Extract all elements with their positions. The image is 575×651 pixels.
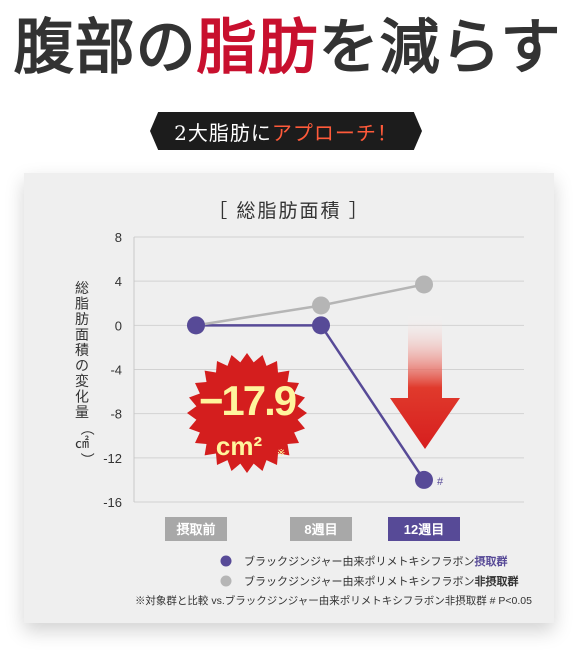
headline-part2: 脂肪 <box>196 13 319 83</box>
y-axis-label-char: 変 <box>75 373 89 389</box>
ribbon-part2: アプローチ！ <box>271 120 398 145</box>
chart-title: ［ 総脂肪面積 ］ <box>208 200 370 222</box>
badge-note-mark: ※ <box>277 448 285 459</box>
y-axis-label-char: 脂 <box>75 296 89 312</box>
y-axis-label-char: 積 <box>75 342 89 358</box>
x-category-box <box>388 517 460 541</box>
x-category-label: 8週目 <box>304 522 337 537</box>
intake-group-point <box>187 316 205 335</box>
y-axis-label-char: （ <box>79 422 95 436</box>
significance-mark: # <box>437 476 444 488</box>
y-axis-label-char: 化 <box>75 389 89 405</box>
headline: 腹部の脂肪を減らす <box>0 18 575 78</box>
approach-ribbon: 2大脂肪に アプローチ！ <box>150 112 422 150</box>
footnote: ※対象群と比較 vs.ブラックジンジャー由来ポリメトキシフラボン非摂取群 # P… <box>135 594 532 607</box>
reduction-badge <box>187 353 307 473</box>
y-tick-label: 0 <box>115 318 122 333</box>
x-category-box <box>165 517 227 541</box>
y-axis-label-char: 総 <box>75 280 89 296</box>
y-axis-label-char: ㎠ <box>75 435 89 451</box>
y-axis-label-char: 量 <box>75 404 89 420</box>
y-tick-label: 4 <box>115 274 122 289</box>
non-intake-group-point <box>415 275 433 294</box>
legend-marker-intake <box>220 555 232 567</box>
non-intake-group-point <box>312 296 330 315</box>
y-tick-label: 8 <box>115 230 122 245</box>
x-category-box <box>290 517 352 541</box>
intake-group-point <box>415 470 433 489</box>
badge-unit: cm² <box>216 431 263 461</box>
ribbon-part1: 2大脂肪に <box>174 120 272 145</box>
x-category-label: 12週目 <box>404 522 444 537</box>
decrease-arrow <box>390 313 460 449</box>
legend-item-non-intake: ブラックジンジャー由来ポリメトキシフラボン非摂取群 <box>244 574 518 588</box>
y-tick-label: -4 <box>110 363 122 378</box>
y-axis-label-char: 面 <box>75 327 89 343</box>
legend-item-intake: ブラックジンジャー由来ポリメトキシフラボン摂取群 <box>244 554 507 568</box>
non-intake-group-line <box>195 283 425 327</box>
headline-part1: 腹部の <box>13 13 197 83</box>
y-axis-label-char: 肪 <box>75 311 89 327</box>
legend-marker-non-intake <box>220 575 232 587</box>
headline-part3: を減らす <box>318 13 562 83</box>
chart-card: ［ 総脂肪面積 ］ 8 4 0 -4 -8 -12 -16 総脂肪面積の変化量 （㎠ ） # −17.9… <box>24 173 554 623</box>
x-category-label: 摂取前 <box>176 522 215 537</box>
y-tick-label: -16 <box>103 495 122 510</box>
y-axis-label-char: ） <box>79 453 95 467</box>
intake-group-point <box>312 316 330 335</box>
y-axis-label-char: の <box>75 358 89 374</box>
badge-value: −17.9 <box>199 377 296 424</box>
y-tick-label: -8 <box>110 407 122 422</box>
y-tick-label: -12 <box>103 451 122 466</box>
